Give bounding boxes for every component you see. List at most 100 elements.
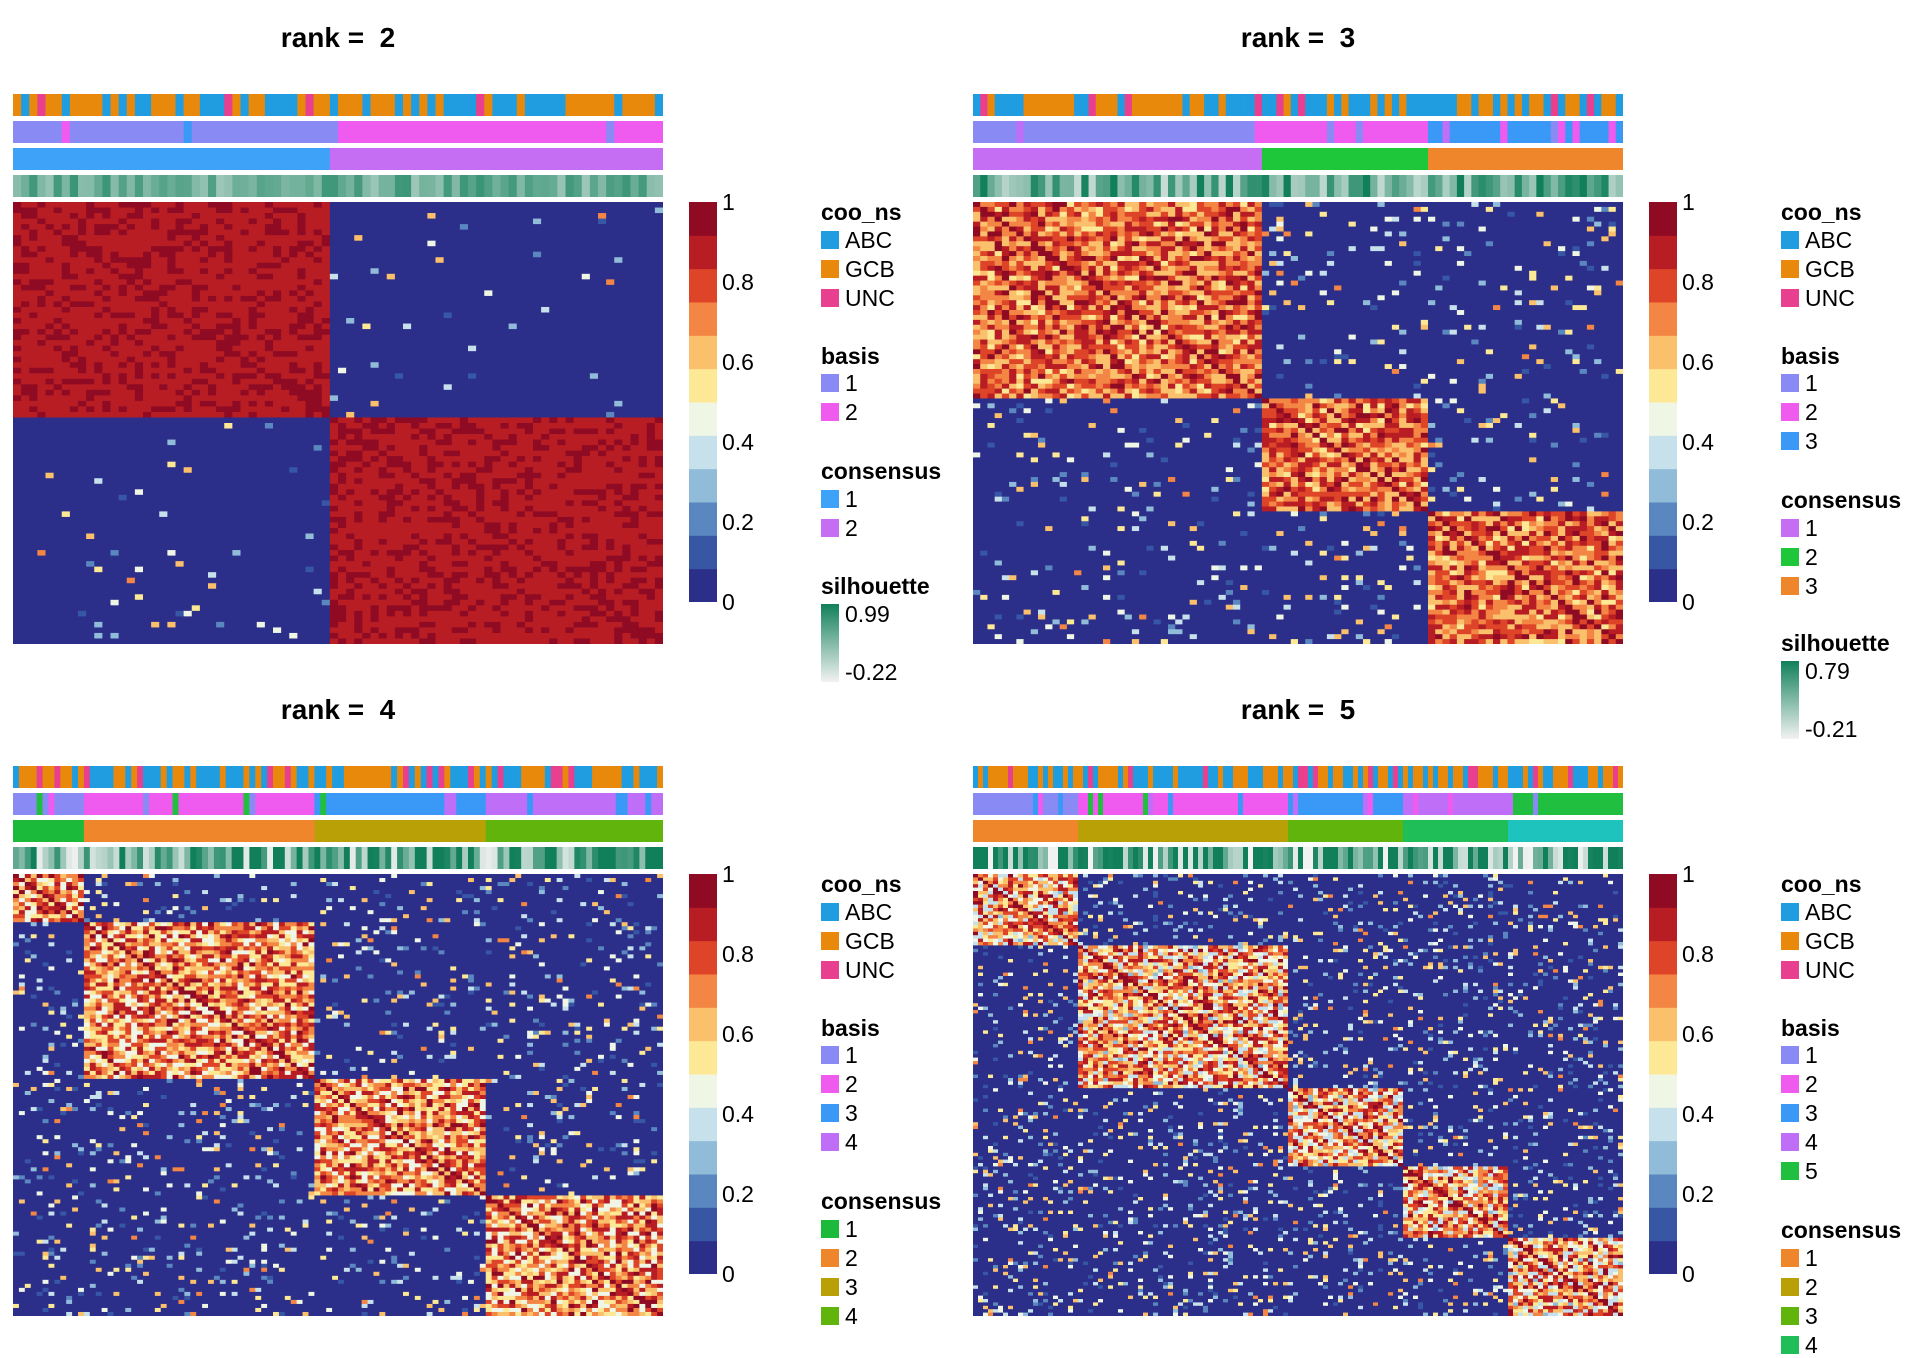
heatmap-cell (94, 257, 103, 264)
heatmap-cell (508, 329, 518, 336)
heatmap-cell (126, 511, 136, 518)
heatmap-cell (492, 240, 502, 247)
heatmap-cell (69, 246, 79, 253)
coo-ns-cell (581, 94, 591, 116)
heatmap-cell (143, 312, 152, 319)
heatmap-cell (13, 467, 22, 474)
heatmap-cell (386, 516, 396, 524)
heatmap-cell (508, 395, 518, 402)
silhouette-cell (638, 175, 648, 197)
heatmap-cell (143, 478, 152, 485)
heatmap-cell (232, 395, 242, 402)
heatmap-cell (549, 423, 558, 430)
heatmap-cell (102, 456, 112, 463)
heatmap-cell (21, 351, 30, 358)
heatmap-cell (589, 478, 599, 485)
heatmap-cell (338, 373, 347, 380)
heatmap-cell (614, 301, 623, 308)
heatmap-cell (573, 246, 583, 253)
coo-ns-cell (451, 94, 461, 116)
heatmap-cell (264, 356, 274, 363)
heatmap-cell (297, 367, 307, 374)
heatmap-cell (451, 395, 461, 402)
heatmap-cell (541, 257, 550, 264)
heatmap-cell (61, 395, 71, 402)
heatmap-cell (614, 202, 623, 209)
heatmap-cell (45, 340, 55, 347)
silhouette-cell (273, 175, 282, 197)
heatmap-cell (289, 378, 298, 385)
heatmap-cell (630, 478, 640, 485)
silhouette-annotation-track (13, 175, 663, 197)
heatmap-cell (427, 312, 437, 319)
heatmap-cell (468, 290, 477, 297)
heatmap-cell (508, 373, 518, 380)
heatmap-cell (524, 384, 534, 391)
heatmap-cell (159, 395, 168, 402)
heatmap-cell (248, 340, 258, 347)
silhouette-cell (45, 175, 55, 197)
heatmap-cell (224, 423, 233, 430)
heatmap-cell (435, 483, 445, 490)
heatmap-cell (264, 389, 274, 396)
heatmap-cell (606, 467, 615, 474)
basis-cell (427, 121, 437, 143)
heatmap-cell (549, 400, 558, 408)
heatmap-cell (451, 362, 461, 369)
heatmap-cell (500, 295, 510, 303)
heatmap-cell (191, 345, 201, 352)
heatmap-cell (216, 423, 225, 430)
heatmap-cell (321, 423, 331, 430)
heatmap-cell (394, 273, 404, 280)
heatmap-cell (565, 329, 575, 336)
coo-ns-cell (435, 94, 445, 116)
silhouette-cell (102, 175, 112, 197)
heatmap-cell (329, 345, 339, 352)
heatmap-cell (183, 456, 193, 463)
heatmap-cell (378, 411, 388, 419)
heatmap-cell (565, 472, 575, 479)
heatmap-cell (78, 345, 87, 352)
heatmap-cell (459, 351, 469, 358)
heatmap-cell (557, 384, 567, 391)
heatmap-cell (240, 411, 250, 419)
heatmap-cell (476, 500, 485, 507)
heatmap-cell (638, 306, 648, 314)
heatmap-cell (134, 439, 144, 446)
heatmap-cell (321, 500, 331, 507)
heatmap-cell (581, 378, 591, 385)
heatmap-cell (248, 218, 258, 225)
heatmap-cell (443, 378, 453, 385)
silhouette-cell (329, 175, 339, 197)
heatmap-cell (151, 500, 160, 507)
heatmap-cell (630, 456, 640, 463)
heatmap-cell (183, 472, 193, 479)
heatmap-cell (370, 268, 380, 275)
heatmap-cell (346, 213, 355, 220)
heatmap-cell (516, 472, 526, 479)
heatmap-cell (476, 461, 485, 468)
heatmap-cell (541, 202, 550, 209)
heatmap-cell (248, 378, 258, 385)
heatmap-cell (516, 235, 526, 242)
heatmap-cell (654, 423, 664, 430)
heatmap-cell (273, 329, 282, 336)
heatmap-cell (69, 450, 79, 457)
heatmap-cell (427, 284, 437, 291)
heatmap-cell (589, 318, 599, 325)
heatmap-cell (61, 450, 71, 457)
heatmap-cell (524, 334, 534, 341)
heatmap-cell (86, 400, 95, 408)
heatmap-cell (646, 500, 656, 507)
heatmap-cell (159, 262, 168, 269)
heatmap-cell (492, 301, 502, 308)
heatmap-cell (102, 461, 112, 468)
heatmap-cell (29, 461, 38, 468)
heatmap-cell (273, 290, 282, 297)
heatmap-cell (476, 411, 485, 419)
heatmap-cell (13, 229, 22, 236)
heatmap-cell (126, 362, 136, 369)
heatmap-cell (240, 202, 250, 209)
heatmap-cell (21, 494, 30, 501)
heatmap-cell (516, 329, 526, 336)
